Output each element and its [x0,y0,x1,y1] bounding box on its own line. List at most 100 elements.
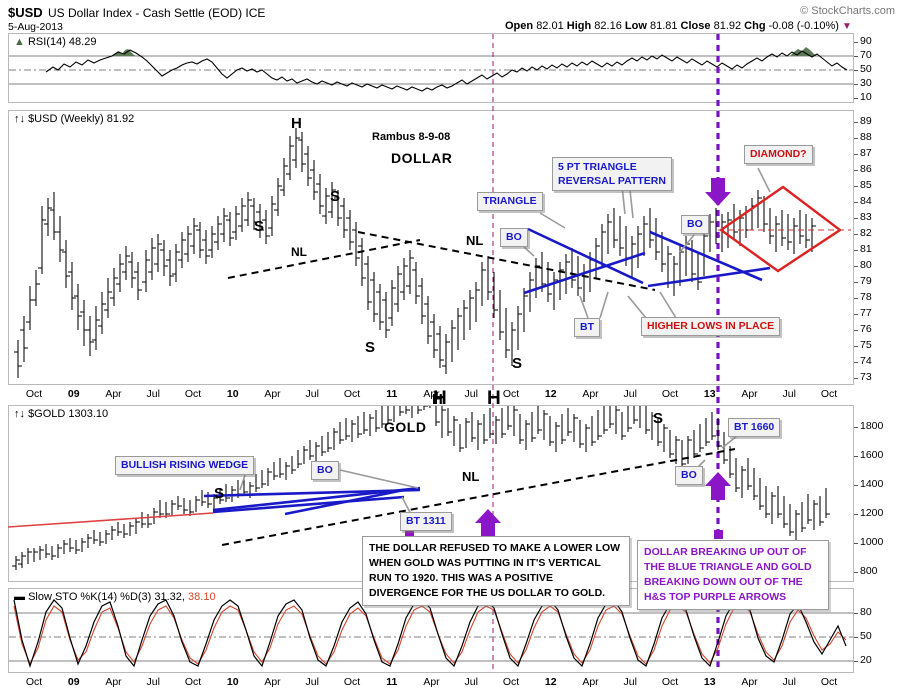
usd-y-tickmark [854,250,858,251]
gold-neckline [221,448,736,546]
usd-y-tickmark [854,298,858,299]
bottom-x-label-7: Jul [305,676,319,688]
stoch-y-tickmark [854,637,858,638]
usd-left-shoulder-label: S [254,218,265,235]
gold-y-tick-1600: 1600 [860,449,884,461]
usd-x-label-0: Oct [25,388,43,400]
usd-y-tick-78: 78 [860,291,872,303]
usd-x-label-5: 10 [226,388,239,400]
down-arrow-icon: ▼ [842,21,852,32]
bottom-x-label-16: Oct [661,676,679,688]
bottom-x-label-14: Apr [582,676,599,688]
gold-blue-wedge [203,486,421,516]
usd-y-tickmark [854,154,858,155]
stockcharts-credit: © StockCharts.com [800,5,895,17]
chart-symbol: $USD [8,5,43,20]
bottom-x-label-4: Oct [184,676,202,688]
note-line-1: THE DOLLAR REFUSED TO MAKE A LOWER LOW [369,542,621,554]
usd-x-label-14: Apr [582,388,599,400]
usd-y-tickmark [854,378,858,379]
updown-arrows-icon: ↑↓ [14,113,25,125]
stoch-k-line [13,597,847,668]
usd-down-arrow-icon [705,178,731,206]
note-dollar-divergence: THE DOLLAR REFUSED TO MAKE A LOWER LOW W… [362,536,630,606]
usd-neckline-label-1: NL [291,245,307,259]
gold-y-tick-800: 800 [860,565,878,577]
rsi-panel [8,33,854,103]
usd-y-tickmark [854,282,858,283]
rsi-y-tick-50: 50 [860,63,872,75]
stoch-legend: ▬ Slow STO %K(14) %D(3) 31.32, 38.10 [14,591,216,603]
usd-x-label-12: Oct [502,388,520,400]
chg-value: -0.08 (-0.10%) [768,20,839,32]
gold-y-tick-1800: 1800 [860,420,884,432]
usd-red-diamond [718,185,851,273]
usd-neckline-label-2: NL [466,233,484,248]
callout-5pt-line1: 5 PT TRIANGLE [558,161,637,173]
rsi-gridlines [9,55,853,85]
bottom-x-label-12: Oct [502,676,520,688]
note-pointer-top [405,530,414,539]
usd-y-tickmark [854,234,858,235]
purple-note-line-3: BREAKING DOWN OUT OF THE [644,576,803,588]
usd-y-tickmark [854,218,858,219]
gold-y-tickmark [854,572,858,573]
gold-chart-title: GOLD [384,419,427,435]
bottom-x-label-11: Jul [464,676,478,688]
usd-y-tickmark [854,266,858,267]
bottom-x-label-5: 10 [226,676,239,688]
usd-y-tick-76: 76 [860,323,872,335]
gold-y-tick-1200: 1200 [860,507,884,519]
rsi-line [45,49,848,92]
callout-gold-bo-right: BO [675,466,703,485]
purple-note-line-2: THE BLUE TRIANGLE AND GOLD [644,561,812,573]
usd-y-tick-74: 74 [860,355,872,367]
bottom-x-label-20: Oct [820,676,838,688]
usd-x-label-19: Jul [782,388,796,400]
usd-legend: ↑↓ $USD (Weekly) 81.92 [14,113,135,125]
gold-y-tickmark [854,427,858,428]
usd-x-label-3: Jul [146,388,160,400]
usd-x-label-10: Apr [423,388,440,400]
purple-note-line-4: H&S TOP PURPLE ARROWS [644,591,787,603]
rsi-y-tick-90: 90 [860,35,872,47]
usd-y-tick-82: 82 [860,227,872,239]
bottom-x-label-18: Apr [741,676,758,688]
bottom-x-label-1: 09 [67,676,80,688]
low-label: Low [624,20,647,32]
gold-up-arrow-icon [705,472,731,500]
usd-y-tickmark [854,362,858,363]
usd-x-label-15: Jul [623,388,637,400]
callout-usd-bt: BT [574,318,600,337]
purple-arrows [405,178,731,539]
usd-x-label-9: 11 [386,388,398,400]
gold-neckline-label: NL [462,469,480,484]
usd-x-label-8: Oct [343,388,361,400]
gold-y-tick-1000: 1000 [860,536,884,548]
bottom-x-label-13: 12 [544,676,557,688]
bottom-x-label-10: Apr [423,676,440,688]
callout-bt-1311: BT 1311 [400,512,452,531]
gold-y-tickmark [854,514,858,515]
gold-head-label: H [432,391,443,408]
rsi-series [45,47,848,92]
usd-y-tick-77: 77 [860,307,872,319]
rsi-y-tickmark [854,70,858,71]
rsi-y-tickmark [854,42,858,43]
stoch-y-tick-50: 50 [860,630,872,642]
bottom-x-label-2: Apr [105,676,122,688]
rsi-y-tickmark [854,84,858,85]
bottom-x-label-15: Jul [623,676,637,688]
gold-y-tickmark [854,485,858,486]
neckline-right [357,231,656,291]
gold-head-axis-marker: H [433,388,447,409]
usd-y-tick-85: 85 [860,179,872,191]
usd-x-label-1: 09 [67,388,80,400]
high-label: High [566,20,592,32]
open-label: Open [505,20,534,32]
rsi-y-tick-10: 10 [860,91,872,103]
usd-y-tick-88: 88 [860,131,872,143]
close-value: 81.92 [713,20,742,32]
